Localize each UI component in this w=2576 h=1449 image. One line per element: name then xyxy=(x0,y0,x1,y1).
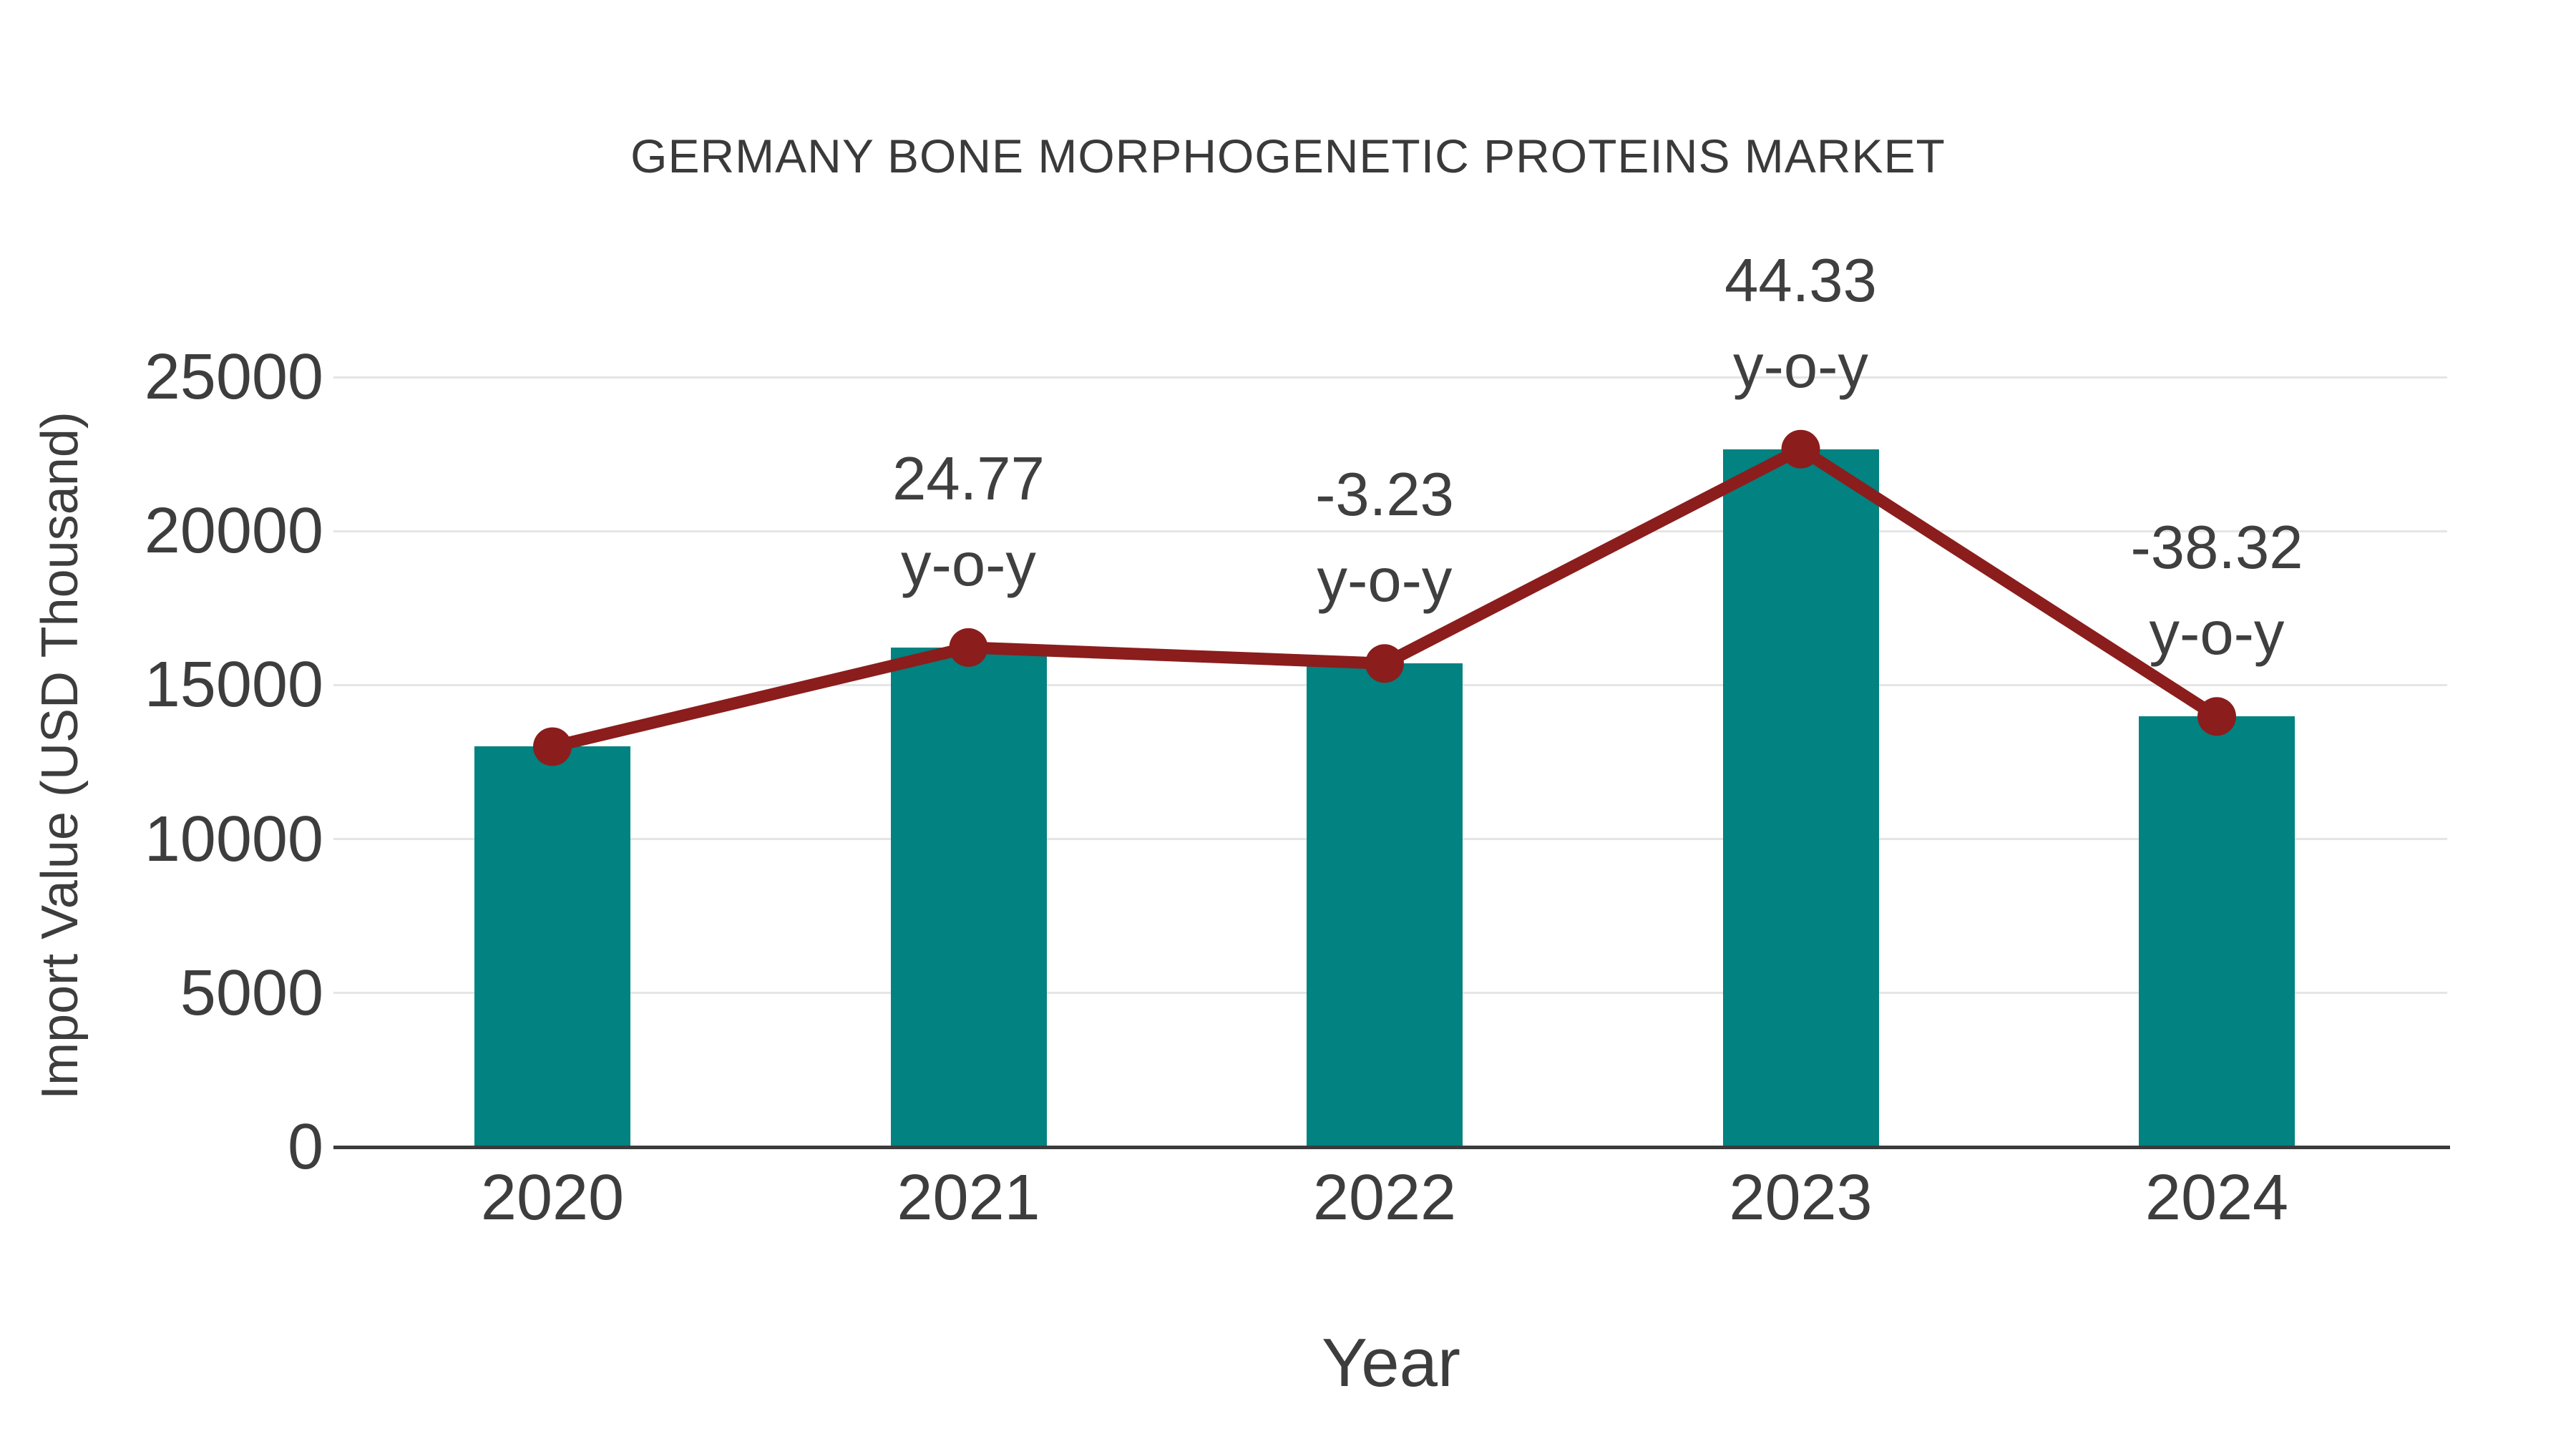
annotation-yoy-label-2023: y-o-y xyxy=(1733,332,1868,401)
x-tick-label-2023: 2023 xyxy=(1729,1162,1873,1234)
annotation-value-2021: 24.77 xyxy=(892,444,1045,513)
annotation-value-2022: -3.23 xyxy=(1315,461,1454,530)
chart-title: GERMANY BONE MORPHOGENETIC PROTEINS MARK… xyxy=(630,130,1946,182)
y-tick-label-0: 0 xyxy=(287,1111,323,1183)
bar-2020 xyxy=(474,746,630,1147)
annotation-yoy-label-2022: y-o-y xyxy=(1317,547,1453,615)
annotation-2021: 24.77 y-o-y xyxy=(740,436,1198,608)
x-tick-label-2022: 2022 xyxy=(1312,1162,1457,1234)
line-marker-2021 xyxy=(949,628,988,667)
line-marker-2020 xyxy=(533,727,572,766)
x-tick-label-2024: 2024 xyxy=(2145,1162,2289,1234)
y-tick-label-25000: 25000 xyxy=(144,341,323,413)
bar-2021 xyxy=(890,647,1047,1147)
x-tick-label-2021: 2021 xyxy=(897,1162,1040,1234)
x-axis-line xyxy=(333,1146,2450,1149)
bar-2024 xyxy=(2139,716,2295,1147)
trend-line xyxy=(546,443,2223,753)
annotation-value-2023: 44.33 xyxy=(1724,246,1877,315)
annotation-2024: -38.32 y-o-y xyxy=(1988,505,2446,677)
annotation-2023: 44.33 y-o-y xyxy=(1572,238,2030,410)
line-marker-2023 xyxy=(1781,429,1820,469)
y-tick-label-5000: 5000 xyxy=(180,957,323,1029)
annotation-2022: -3.23 y-o-y xyxy=(1156,452,1614,624)
bar-2022 xyxy=(1307,663,1463,1147)
y-tick-label-10000: 10000 xyxy=(144,803,323,875)
line-marker-2024 xyxy=(2197,697,2236,736)
annotation-yoy-label-2024: y-o-y xyxy=(2149,600,2285,668)
annotation-value-2024: -38.32 xyxy=(2130,514,2303,582)
y-tick-label-15000: 15000 xyxy=(144,649,323,721)
annotation-yoy-label-2021: y-o-y xyxy=(901,530,1036,599)
y-tick-label-20000: 20000 xyxy=(144,495,323,567)
line-marker-2022 xyxy=(1365,644,1404,683)
x-tick-label-2020: 2020 xyxy=(480,1162,625,1234)
gridline-20000 xyxy=(333,530,2447,532)
bar-2023 xyxy=(1722,449,1879,1147)
x-axis-title: Year xyxy=(1322,1324,1460,1401)
gridline-25000 xyxy=(333,376,2447,379)
